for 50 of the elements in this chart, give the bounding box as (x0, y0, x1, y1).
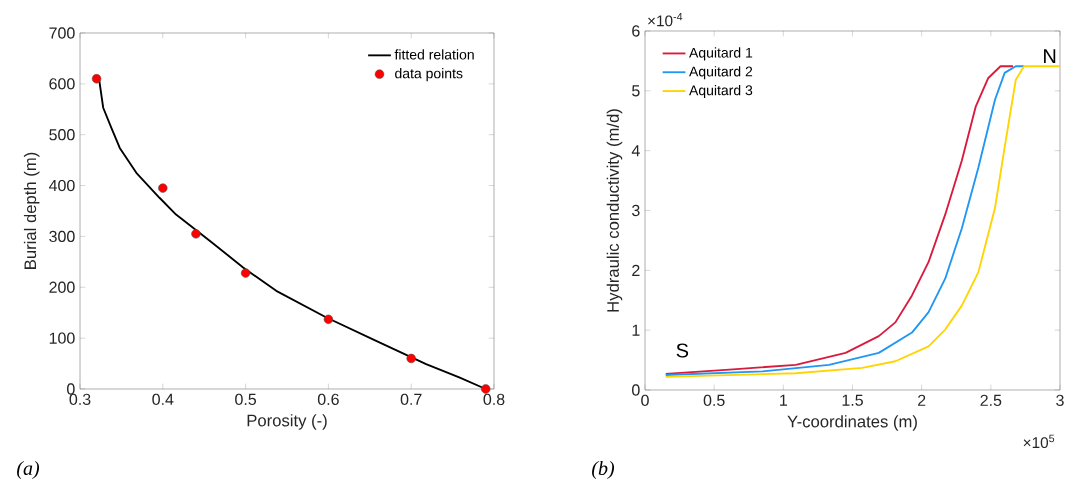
x-tick-label: 0.5 (235, 393, 257, 406)
y-tick-label: 300 (49, 230, 75, 243)
x-tick-label: 0.7 (400, 393, 422, 406)
x-tick-label: 0.6 (317, 393, 339, 406)
point (240, 268, 251, 278)
y-tick-label: 600 (49, 78, 75, 90)
y-tick-label: 100 (49, 332, 75, 344)
legend-label: fitted relation (394, 49, 474, 60)
x-tick-label: 0.5 (703, 394, 725, 407)
y-tick-label: 700 (49, 27, 75, 39)
y-tick-label: 0 (632, 384, 640, 396)
annotation: N (1044, 49, 1056, 64)
text: ×10$^{-4}$ (648, 12, 683, 27)
y-tick-label: 200 (49, 281, 75, 293)
x-axis-title: Y-coordinates (m) (787, 415, 917, 431)
x-tick-label: 0.4 (152, 393, 174, 406)
y-tick-label: 500 (49, 129, 75, 141)
y-tick-label: 0 (67, 383, 75, 395)
x-tick-label: 0.3 (69, 393, 91, 406)
y-tick-label: 400 (48, 179, 75, 192)
x-tick-label: 1.5 (842, 394, 863, 406)
point (481, 384, 491, 394)
y-tick-label: 3 (632, 204, 640, 217)
y-axis-title: Burial depth (m) (23, 152, 40, 269)
point (191, 229, 201, 239)
x-tick-label: 2.5 (980, 394, 1002, 407)
annotation: S (676, 343, 689, 358)
x-tick-label: 3 (1056, 394, 1064, 407)
y-tick-label: 5 (632, 85, 640, 97)
x-axis-title: Porosity (-) (247, 414, 327, 430)
legend-label: Aquitard 1 (689, 47, 753, 61)
y-tick-label: 6 (632, 25, 640, 37)
y-tick-label: 4 (631, 145, 640, 157)
x-tick-label: 0 (641, 394, 649, 407)
point (91, 74, 102, 84)
legend-label: data points (395, 68, 463, 82)
text: (a) (17, 460, 40, 480)
y-tick-label: 2 (632, 264, 640, 276)
point (406, 353, 416, 364)
y-axis-title: Hydraulic conductivity (m/d) (606, 109, 623, 312)
legend-label: Aquitard 2 (689, 66, 753, 80)
point (323, 314, 334, 324)
x-tick-label: 2 (918, 394, 926, 406)
y-tick-label: 1 (632, 324, 640, 336)
legend-label: Aquitard 3 (689, 84, 753, 99)
text: (b) (592, 460, 615, 480)
point (158, 183, 168, 193)
x-tick-label: 1 (780, 394, 787, 406)
x-tick-label: 0.8 (483, 393, 505, 406)
text: ×10$^{5}$ (1023, 434, 1055, 449)
